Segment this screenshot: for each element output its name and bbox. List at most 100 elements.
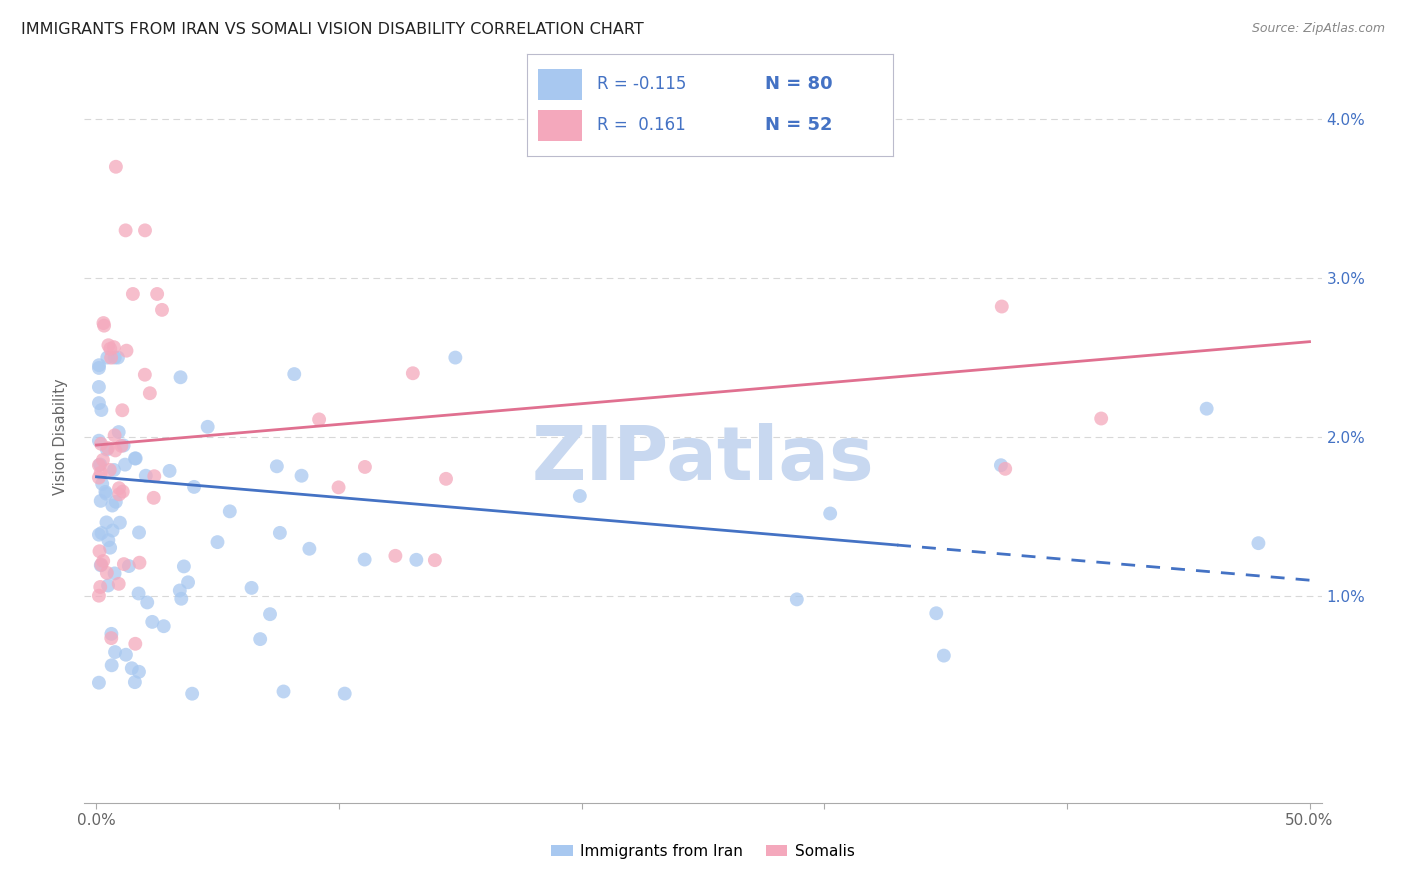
Immigrants from Iran: [269, 525, 291, 540]
Somalis: [93, 316, 115, 330]
Immigrants from Iran: [240, 581, 263, 595]
Somalis: [98, 342, 121, 356]
Somalis: [128, 556, 150, 570]
Somalis: [107, 577, 129, 591]
Immigrants from Iran: [104, 645, 127, 659]
Immigrants from Iran: [932, 648, 955, 663]
Immigrants from Iran: [128, 525, 150, 540]
Text: ZIPatlas: ZIPatlas: [531, 423, 875, 496]
Immigrants from Iran: [159, 464, 181, 478]
Immigrants from Iran: [90, 558, 112, 573]
Immigrants from Iran: [333, 687, 356, 701]
Immigrants from Iran: [183, 480, 205, 494]
Immigrants from Iran: [1247, 536, 1270, 550]
Immigrants from Iran: [259, 607, 281, 622]
Immigrants from Iran: [89, 458, 111, 472]
Somalis: [97, 441, 120, 455]
Text: Source: ZipAtlas.com: Source: ZipAtlas.com: [1251, 22, 1385, 36]
Somalis: [100, 351, 122, 365]
Somalis: [134, 223, 156, 237]
Somalis: [402, 366, 425, 380]
Immigrants from Iran: [90, 526, 112, 541]
Somalis: [108, 487, 131, 501]
Somalis: [93, 318, 115, 333]
Immigrants from Iran: [97, 578, 120, 592]
Somalis: [354, 459, 377, 474]
Somalis: [90, 466, 112, 480]
Immigrants from Iran: [87, 360, 110, 375]
Immigrants from Iran: [169, 583, 191, 598]
Somalis: [112, 557, 135, 571]
Immigrants from Iran: [108, 516, 131, 530]
Somalis: [97, 338, 120, 352]
Immigrants from Iran: [135, 468, 157, 483]
Immigrants from Iran: [115, 648, 138, 662]
Somalis: [108, 481, 131, 495]
Immigrants from Iran: [103, 463, 125, 477]
Somalis: [994, 462, 1017, 476]
Y-axis label: Vision Disability: Vision Disability: [53, 379, 69, 495]
Immigrants from Iran: [96, 351, 118, 365]
Immigrants from Iran: [273, 684, 295, 698]
Somalis: [384, 549, 406, 563]
Somalis: [96, 566, 118, 580]
Immigrants from Iran: [568, 489, 591, 503]
Immigrants from Iran: [107, 351, 129, 365]
Immigrants from Iran: [818, 507, 841, 521]
Immigrants from Iran: [283, 367, 305, 381]
Somalis: [434, 472, 457, 486]
Somalis: [87, 470, 110, 484]
Immigrants from Iran: [121, 661, 143, 675]
Immigrants from Iran: [104, 566, 127, 581]
Somalis: [103, 340, 125, 354]
Somalis: [150, 302, 173, 317]
Immigrants from Iran: [353, 552, 375, 566]
Somalis: [111, 484, 134, 499]
Immigrants from Iran: [90, 493, 112, 508]
Somalis: [91, 554, 114, 568]
Immigrants from Iran: [96, 516, 118, 530]
Somalis: [104, 160, 127, 174]
Immigrants from Iran: [169, 370, 191, 384]
Immigrants from Iran: [152, 619, 174, 633]
Immigrants from Iran: [990, 458, 1012, 473]
Immigrants from Iran: [141, 615, 163, 629]
Immigrants from Iran: [118, 559, 141, 574]
Immigrants from Iran: [207, 535, 229, 549]
Immigrants from Iran: [181, 687, 204, 701]
Immigrants from Iran: [104, 495, 127, 509]
Somalis: [139, 386, 162, 401]
Immigrants from Iran: [125, 451, 148, 466]
Immigrants from Iran: [87, 358, 110, 372]
Somalis: [423, 553, 446, 567]
Text: N = 52: N = 52: [765, 116, 832, 135]
Somalis: [91, 453, 114, 467]
Somalis: [89, 544, 111, 558]
Immigrants from Iran: [298, 541, 321, 556]
Text: R =  0.161: R = 0.161: [596, 116, 686, 135]
Immigrants from Iran: [101, 499, 124, 513]
Legend: Immigrants from Iran, Somalis: Immigrants from Iran, Somalis: [546, 838, 860, 864]
Immigrants from Iran: [91, 476, 114, 491]
Somalis: [89, 580, 111, 594]
Immigrants from Iran: [1195, 401, 1218, 416]
Immigrants from Iran: [90, 403, 112, 417]
Immigrants from Iran: [104, 351, 127, 365]
Somalis: [1090, 411, 1112, 425]
Somalis: [98, 463, 121, 477]
Immigrants from Iran: [100, 627, 122, 641]
Somalis: [87, 458, 110, 473]
Immigrants from Iran: [100, 658, 122, 673]
Somalis: [111, 403, 134, 417]
Immigrants from Iran: [444, 351, 467, 365]
Immigrants from Iran: [87, 380, 110, 394]
Text: N = 80: N = 80: [765, 75, 832, 94]
Immigrants from Iran: [124, 451, 146, 466]
Immigrants from Iran: [124, 675, 146, 690]
Somalis: [90, 437, 112, 451]
Somalis: [142, 491, 165, 505]
Somalis: [114, 223, 136, 237]
Immigrants from Iran: [107, 425, 129, 439]
Immigrants from Iran: [136, 595, 159, 609]
Somalis: [991, 300, 1014, 314]
